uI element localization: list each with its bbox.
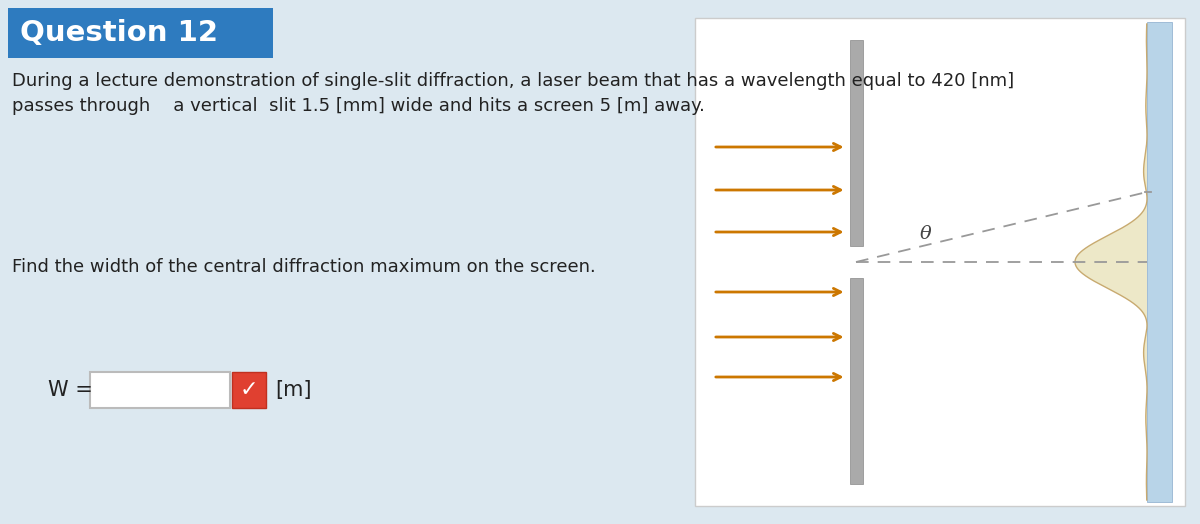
Bar xyxy=(695,18,1186,506)
Polygon shape xyxy=(1075,24,1147,500)
Bar xyxy=(1147,22,1172,502)
Text: [m]: [m] xyxy=(275,380,312,400)
Bar xyxy=(850,278,863,484)
Text: ✓: ✓ xyxy=(240,380,258,400)
Bar xyxy=(850,40,863,246)
Text: θ: θ xyxy=(920,225,932,243)
Bar xyxy=(90,372,230,408)
Bar xyxy=(8,8,274,58)
Bar xyxy=(232,372,266,408)
Text: During a lecture demonstration of single-slit diffraction, a laser beam that has: During a lecture demonstration of single… xyxy=(12,72,1014,90)
Text: W =: W = xyxy=(48,380,92,400)
Text: Question 12: Question 12 xyxy=(20,19,218,47)
Text: passes through    a vertical  slit 1.5 [mm] wide and hits a screen 5 [m] away.: passes through a vertical slit 1.5 [mm] … xyxy=(12,97,704,115)
Text: Find the width of the central diffraction maximum on the screen.: Find the width of the central diffractio… xyxy=(12,258,595,276)
